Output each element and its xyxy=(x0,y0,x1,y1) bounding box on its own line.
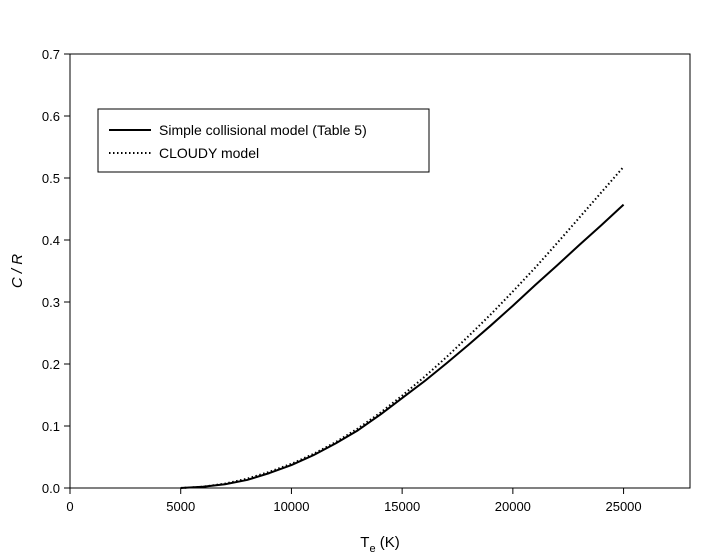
x-tick-label: 5000 xyxy=(166,499,195,514)
x-axis-label: Te (K) xyxy=(360,534,399,555)
x-axis-label-unit: (K) xyxy=(380,534,400,551)
x-tick-label: 20000 xyxy=(495,499,531,514)
series-line-simple-collisional xyxy=(180,203,625,489)
x-tick-label: 10000 xyxy=(273,499,309,514)
x-tick-label: 0 xyxy=(66,499,73,514)
series-lines xyxy=(180,166,625,489)
legend-box xyxy=(97,108,430,173)
y-tick-label: 0.0 xyxy=(42,481,60,496)
plot-area-border xyxy=(69,53,691,489)
y-tick-label: 0.1 xyxy=(42,419,60,434)
y-axis-ticks: 0.0 0.1 0.2 0.3 0.4 0.5 0.6 0.7 xyxy=(42,47,70,496)
x-tick-label: 25000 xyxy=(605,499,641,514)
y-tick-label: 0.4 xyxy=(42,233,60,248)
x-tick-label: 15000 xyxy=(384,499,420,514)
y-tick-label: 0.7 xyxy=(42,47,60,62)
legend-label-series-1: Simple collisional model (Table 5) xyxy=(159,122,367,138)
legend: Simple collisional model (Table 5) CLOUD… xyxy=(97,108,430,173)
y-axis-label: C / R xyxy=(9,254,26,288)
x-axis-label-main: T xyxy=(360,534,369,551)
y-tick-label: 0.3 xyxy=(42,295,60,310)
legend-label-series-2: CLOUDY model xyxy=(159,145,259,161)
y-tick-label: 0.2 xyxy=(42,357,60,372)
y-tick-label: 0.5 xyxy=(42,171,60,186)
series-line-cloudy xyxy=(180,166,625,489)
x-axis-label-sub: e xyxy=(369,543,375,555)
plot-frame xyxy=(69,53,691,489)
x-axis-ticks: 0 5000 10000 15000 20000 25000 xyxy=(66,488,642,514)
y-tick-label: 0.6 xyxy=(42,109,60,124)
